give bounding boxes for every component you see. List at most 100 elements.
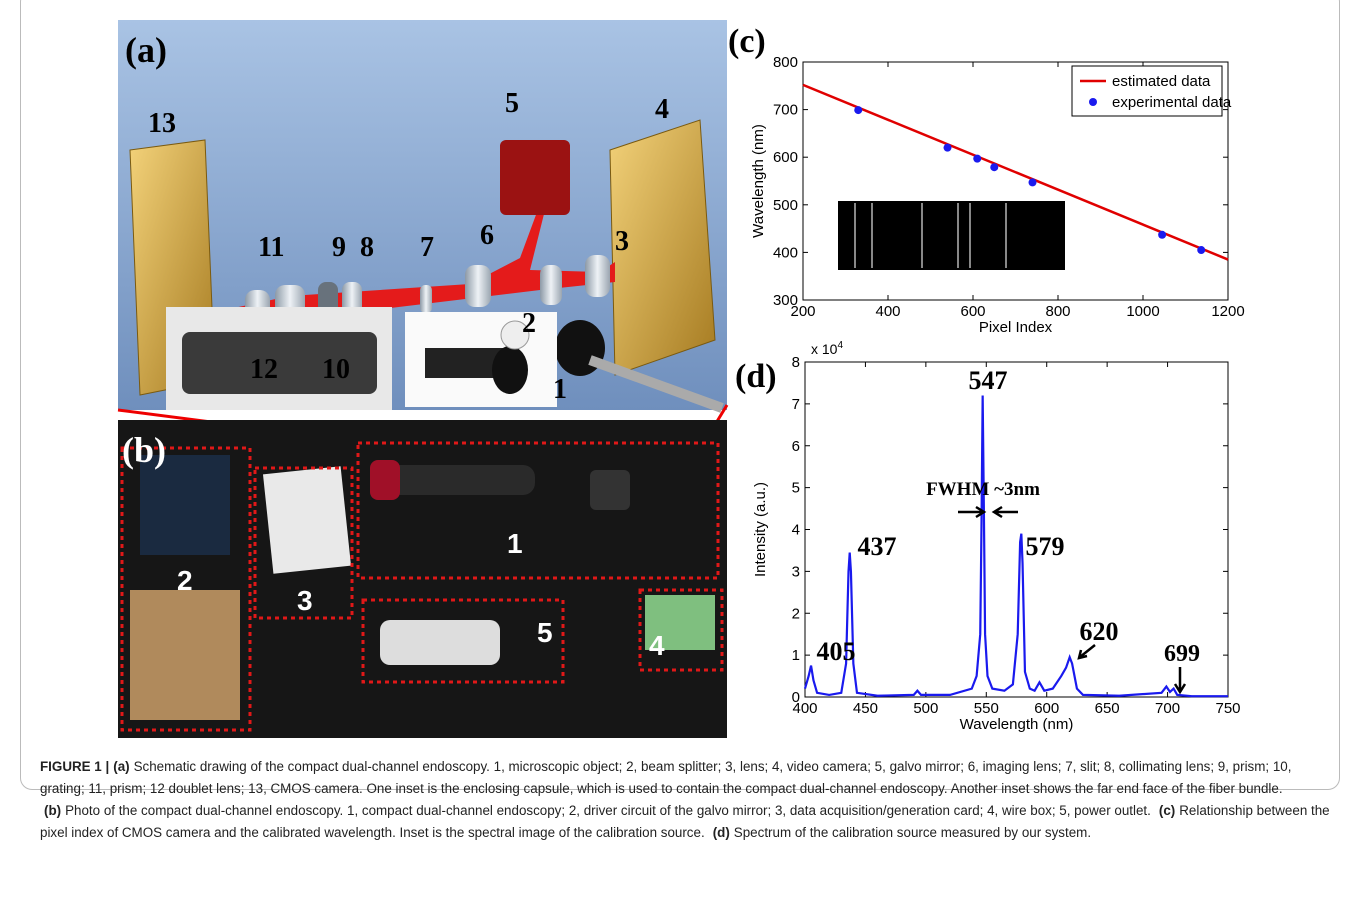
series-line	[803, 395, 1228, 698]
part-number: 4	[655, 94, 669, 125]
y-tick-label: 3	[792, 563, 800, 580]
y-multiplier-exp: 4	[837, 340, 843, 351]
y-axis-label: Intensity (a.u.)	[752, 482, 769, 577]
y-tick-label: 7	[792, 396, 800, 413]
part-number: 4	[649, 630, 665, 661]
y-tick-label: 500	[773, 197, 798, 214]
wire-box	[645, 595, 715, 650]
part-number: 7	[420, 232, 434, 263]
annotation-arrow	[958, 505, 987, 519]
mount	[590, 470, 630, 510]
peak-label: 405	[817, 637, 856, 666]
y-axis-label: Wavelength (nm)	[750, 124, 767, 238]
part-label: (c)	[1158, 803, 1176, 818]
daq-card	[262, 466, 352, 574]
part-number: 6	[480, 220, 494, 251]
x-axis-label: Pixel Index	[979, 319, 1053, 336]
figure-frame	[20, 0, 1340, 790]
y-tick-label: 2	[792, 605, 800, 622]
y-tick-label: 700	[773, 102, 798, 119]
part-number: 12	[250, 354, 278, 385]
panel-label: (c)	[728, 23, 766, 60]
part-number: 13	[148, 108, 176, 139]
part-number: 8	[360, 232, 374, 263]
part-number: 11	[258, 232, 284, 263]
y-tick-label: 800	[773, 54, 798, 71]
capsule	[182, 332, 377, 394]
panel-label: (b)	[122, 430, 166, 470]
part-text: Spectrum of the calibration source measu…	[733, 825, 1092, 840]
galvo-mirror	[500, 140, 570, 215]
part-label: (b)	[44, 803, 62, 818]
y-tick-label: 1	[792, 647, 800, 664]
inset-image	[838, 201, 1065, 270]
x-tick-label: 1200	[1211, 303, 1244, 320]
x-tick-label: 500	[913, 700, 938, 717]
dotted-boxes	[120, 441, 724, 732]
data-point	[1197, 246, 1206, 255]
caption: FIGURE 1 | (a) Schematic drawing of the co…	[40, 756, 1330, 844]
part-number: 10	[322, 354, 350, 385]
panel-b	[118, 420, 727, 738]
fiber-tube	[425, 348, 505, 378]
series-line	[802, 83, 1229, 261]
x-tick-label: 650	[1095, 700, 1120, 717]
x-tick-label: 600	[960, 303, 985, 320]
part-label: (a)	[113, 759, 130, 774]
data-point	[973, 154, 982, 163]
annotation-arrow	[1173, 667, 1187, 695]
panel-label: (d)	[735, 358, 777, 395]
x-tick-label: 200	[790, 303, 815, 320]
x-tick-label: 1000	[1126, 303, 1159, 320]
data-point	[1028, 178, 1037, 187]
x-tick-label: 800	[1045, 303, 1070, 320]
peak-label: 620	[1080, 617, 1119, 646]
x-axis-label: Wavelength (nm)	[960, 716, 1074, 733]
part-number: 1	[507, 528, 523, 559]
x-tick-label: 600	[1034, 700, 1059, 717]
part-text: Photo of the compact dual-channel endosc…	[65, 803, 1151, 818]
x-tick-label: 550	[974, 700, 999, 717]
y-multiplier: x 104	[811, 340, 843, 357]
outlet	[380, 620, 500, 665]
legend-label: estimated data	[1112, 73, 1211, 90]
fiber	[588, 355, 724, 413]
part-text: Schematic drawing of the compact dual-ch…	[40, 759, 1292, 796]
data-point	[990, 163, 999, 172]
circuit	[140, 455, 230, 555]
peak-label: 547	[969, 366, 1008, 395]
part-number: 2	[177, 565, 193, 596]
camera-ring	[370, 460, 400, 500]
x-tick-label: 400	[875, 303, 900, 320]
panel-a	[118, 20, 727, 413]
part-text: Relationship between the pixel index of …	[40, 803, 1330, 840]
part-number: 5	[537, 617, 553, 648]
x-tick-label: 450	[853, 700, 878, 717]
part-number: 3	[297, 585, 313, 616]
y-tick-label: 600	[773, 149, 798, 166]
part-number: 9	[332, 232, 346, 263]
data-point	[943, 143, 952, 152]
part-label: (d)	[712, 825, 730, 840]
legend-box	[1071, 65, 1223, 117]
legend-label: experimental data	[1112, 94, 1232, 111]
tube	[375, 465, 535, 495]
x-tick-label: 400	[792, 700, 817, 717]
y-tick-label: 4	[792, 522, 800, 539]
peak-label: FWHM ~3nm	[926, 479, 1040, 500]
y-tick-label: 8	[792, 354, 800, 371]
annotation-arrow	[1077, 644, 1096, 660]
peak-label: 699	[1164, 641, 1200, 667]
x-tick-label: 750	[1215, 700, 1240, 717]
peak-label: 437	[858, 532, 897, 561]
beam	[215, 204, 615, 320]
annotation-arrow	[991, 505, 1018, 519]
part-number: 2	[522, 308, 536, 339]
fiber-face	[500, 320, 530, 350]
y-tick-label: 5	[792, 480, 800, 497]
fiber-end	[492, 346, 528, 394]
figure-label: FIGURE 1 |	[40, 759, 110, 774]
y-tick-label: 300	[773, 292, 798, 309]
